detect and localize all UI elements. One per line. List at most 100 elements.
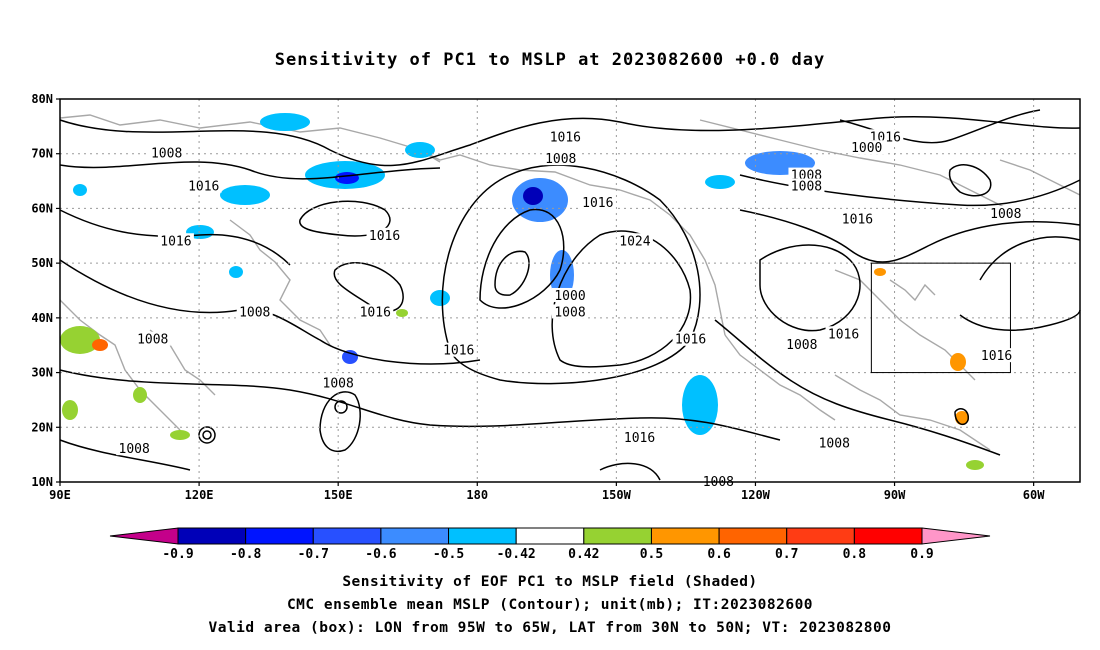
contour-label: 1016	[675, 333, 706, 348]
contour-label: 1016	[360, 305, 391, 320]
chart-title: Sensitivity of PC1 to MSLP at 2023082600…	[274, 50, 826, 70]
longitude-tick-labels: 90E 120E 150E 180 150W 120W 90W 60W	[49, 482, 1045, 502]
colorbar-label: 0.42	[568, 547, 599, 562]
contour-label-bg	[157, 233, 194, 248]
contour-label: 1016	[369, 229, 400, 244]
contour-label-bg	[552, 304, 588, 319]
colorbar-segment	[245, 527, 314, 545]
contour-label-bg	[542, 151, 579, 166]
contour-label: 1016	[981, 349, 1012, 364]
colorbar-label: 0.9	[910, 547, 933, 562]
contour-label-bg	[616, 233, 653, 248]
contour-label-bg	[116, 441, 153, 456]
caption-line-1: Sensitivity of EOF PC1 to MSLP field (Sh…	[342, 574, 758, 590]
contour-label-bg	[672, 331, 709, 346]
contour-label: 1016	[188, 180, 219, 195]
lon-tick-label: 120E	[185, 488, 214, 502]
contour-label-bg	[552, 287, 588, 302]
contour-label: 1016	[550, 130, 581, 145]
contour-label-bg	[783, 337, 820, 352]
contour-label: 1008	[545, 152, 576, 167]
colorbar: -0.9 -0.8 -0.7 -0.6 -0.5 -0.42 0.42 0.5 0.6 0.7 0.…	[109, 527, 991, 562]
colorbar-label: -0.7	[298, 547, 329, 562]
colorbar-min-arrow	[109, 527, 179, 545]
lon-tick-label: 90W	[884, 488, 906, 502]
contour-label-bg	[440, 342, 477, 357]
contour-label-bg	[547, 129, 584, 144]
colorbar-label: -0.42	[497, 547, 536, 562]
mslp-contours	[59, 109, 1081, 481]
lat-tick-label: 10N	[31, 475, 53, 489]
contour-label: 1000	[851, 141, 882, 156]
contour-label: 1016	[160, 234, 191, 249]
contour-label-bg	[978, 348, 1015, 363]
colorbar-segment	[177, 527, 247, 545]
contour-label: 1016	[828, 327, 859, 342]
lat-tick-label: 80N	[31, 92, 53, 106]
contour-label: 1016	[842, 212, 873, 227]
contour-label: 1016	[443, 344, 474, 359]
valid-area-box	[870, 262, 1011, 374]
contour-labels: 1016 1008 1008 1016 1016 1024 1016 1016 1008 1016…	[116, 129, 1024, 490]
contour-label: 1008	[791, 180, 822, 195]
lat-tick-label: 70N	[31, 147, 53, 161]
colorbar-segment	[786, 527, 855, 545]
contour-label-bg	[148, 145, 185, 160]
colorbar-label: -0.9	[162, 547, 193, 562]
contour-label: 1008	[786, 338, 817, 353]
colorbar-label: 0.7	[775, 547, 798, 562]
contour-label-bg	[357, 304, 394, 319]
colorbar-label: 0.8	[843, 547, 867, 562]
contour-label: 1008	[119, 442, 150, 457]
contour-label: 1008	[151, 147, 182, 162]
colorbar-segment	[650, 527, 720, 545]
lon-tick-label: 60W	[1023, 488, 1045, 502]
lon-tick-label: 150W	[602, 488, 632, 502]
lat-tick-label: 50N	[31, 256, 53, 270]
contour-label-bg	[236, 304, 273, 319]
contour-label: 1000	[554, 289, 585, 304]
colorbar-max-arrow	[921, 527, 991, 545]
colorbar-segment	[583, 527, 652, 545]
contour-label-bg	[816, 435, 853, 450]
colorbar-segment	[380, 527, 450, 545]
colorbar-segment	[853, 527, 923, 545]
lat-tick-label: 30N	[31, 366, 53, 380]
contour-label-bg	[185, 178, 222, 193]
contour-label: 1008	[554, 305, 585, 320]
contour-label: 1008	[323, 377, 354, 392]
contour-label-bg	[621, 430, 658, 445]
lat-tick-label: 40N	[31, 311, 53, 325]
contour-label-bg	[788, 178, 825, 193]
contour-label-bg	[700, 474, 737, 488]
contour-label: 1008	[137, 333, 168, 348]
contour-label-bg	[579, 194, 616, 209]
lon-tick-label: 120W	[741, 488, 771, 502]
lat-tick-label: 60N	[31, 201, 53, 215]
contour-label: 1024	[619, 234, 650, 249]
colorbar-label: -0.8	[230, 547, 261, 562]
lon-tick-label: 180	[466, 488, 488, 502]
contour-label-bg	[134, 331, 171, 346]
contour-label-bg	[848, 140, 885, 155]
contour-label: 1016	[582, 196, 613, 211]
map-frame	[59, 98, 1081, 483]
lat-tick-label: 20N	[31, 420, 53, 434]
contour-label-bg	[987, 205, 1024, 220]
contour-label-bg	[867, 129, 904, 144]
lon-tick-label: 90E	[49, 488, 71, 502]
colorbar-label: 0.6	[707, 547, 731, 562]
caption-line-2: CMC ensemble mean MSLP (Contour); unit(m…	[286, 597, 814, 613]
colorbar-label: -0.5	[433, 547, 464, 562]
contour-label-bg	[320, 375, 357, 390]
contour-label: 1008	[990, 207, 1021, 222]
contour-label-bg	[366, 227, 403, 242]
caption-line-3: Valid area (box): LON from 95W to 65W, L…	[208, 620, 892, 636]
lon-tick-label: 150E	[324, 488, 353, 502]
contour-label-bg	[788, 167, 825, 182]
colorbar-label: 0.5	[640, 547, 663, 562]
contour-label: 1008	[819, 437, 850, 452]
colorbar-segment	[448, 527, 517, 545]
contour-label: 1008	[239, 305, 270, 320]
